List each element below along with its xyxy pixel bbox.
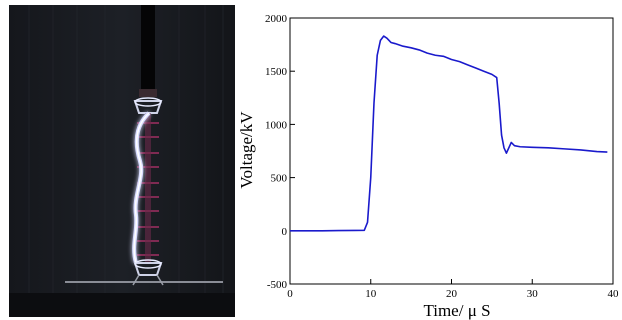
y-tick-label: 1500 — [265, 66, 288, 78]
flashover-photo — [9, 5, 235, 317]
y-axis-ticks: -500 0 500 1000 1500 2000 — [265, 13, 295, 291]
x-tick-label: 10 — [365, 288, 377, 300]
y-axis-label: Voltage/kV — [237, 111, 256, 189]
x-tick-label: 30 — [527, 288, 539, 300]
y-tick-label: 0 — [282, 226, 288, 238]
x-axis-label: Time/ μ S — [423, 301, 490, 320]
y-tick-label: 500 — [271, 173, 288, 185]
plot-frame — [289, 17, 614, 285]
x-tick-label: 40 — [608, 288, 620, 300]
series-line — [290, 35, 608, 232]
x-tick-label: 20 — [446, 288, 458, 300]
y-tick-label: 2000 — [265, 13, 288, 25]
y-tick-label: 1000 — [265, 119, 288, 131]
x-axis-ticks: 0 10 20 30 40 — [287, 279, 619, 300]
x-tick-label: 0 — [287, 288, 293, 300]
y-tick-label: -500 — [267, 279, 288, 291]
